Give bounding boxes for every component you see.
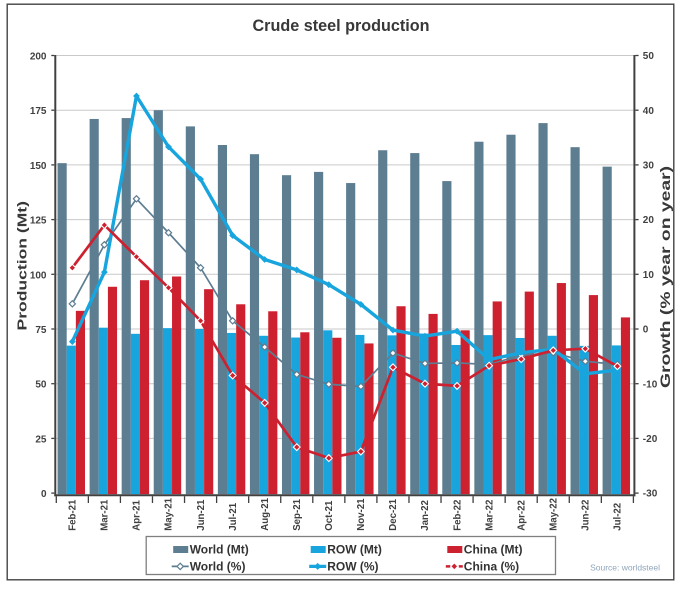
svg-text:World (Mt): World (Mt) bbox=[190, 543, 249, 557]
svg-text:Apr-21: Apr-21 bbox=[132, 500, 143, 531]
svg-text:Nov-21: Nov-21 bbox=[356, 498, 367, 531]
svg-text:ROW (Mt): ROW (Mt) bbox=[327, 543, 382, 557]
svg-text:25: 25 bbox=[35, 434, 47, 445]
svg-text:100: 100 bbox=[30, 270, 47, 281]
svg-text:May-22: May-22 bbox=[548, 498, 559, 531]
svg-text:30: 30 bbox=[643, 161, 655, 172]
svg-text:China (%): China (%) bbox=[464, 560, 519, 574]
svg-text:Dec-21: Dec-21 bbox=[388, 498, 399, 530]
svg-text:Production (Mt): Production (Mt) bbox=[15, 201, 30, 331]
svg-text:50: 50 bbox=[35, 380, 47, 391]
svg-text:200: 200 bbox=[30, 52, 47, 63]
svg-text:China (Mt): China (Mt) bbox=[464, 543, 523, 557]
svg-text:10: 10 bbox=[643, 270, 655, 281]
svg-text:ROW (%): ROW (%) bbox=[327, 560, 378, 574]
svg-text:Jul-21: Jul-21 bbox=[228, 502, 239, 531]
svg-text:Mar-21: Mar-21 bbox=[100, 499, 111, 531]
svg-text:-10: -10 bbox=[643, 379, 658, 390]
svg-text:0: 0 bbox=[41, 489, 47, 500]
svg-text:175: 175 bbox=[30, 106, 47, 117]
svg-text:World (%): World (%) bbox=[190, 560, 246, 574]
svg-text:Sep-21: Sep-21 bbox=[292, 498, 303, 530]
svg-text:-30: -30 bbox=[643, 489, 658, 500]
svg-text:Apr-22: Apr-22 bbox=[516, 500, 527, 531]
svg-text:Feb-21: Feb-21 bbox=[68, 499, 79, 531]
svg-text:Source: worldsteel: Source: worldsteel bbox=[590, 563, 660, 573]
svg-text:75: 75 bbox=[35, 325, 47, 336]
svg-text:Growth (% year on year): Growth (% year on year) bbox=[658, 166, 673, 388]
svg-text:40: 40 bbox=[643, 106, 655, 117]
svg-text:Jul-22: Jul-22 bbox=[613, 503, 624, 531]
svg-text:125: 125 bbox=[30, 216, 47, 227]
svg-text:150: 150 bbox=[30, 161, 47, 172]
svg-text:Jun-22: Jun-22 bbox=[581, 500, 592, 531]
svg-text:50: 50 bbox=[643, 51, 655, 62]
svg-text:Mar-22: Mar-22 bbox=[484, 500, 495, 531]
svg-text:Jun-21: Jun-21 bbox=[196, 499, 207, 531]
svg-text:May-21: May-21 bbox=[164, 497, 175, 530]
svg-text:Jan-22: Jan-22 bbox=[420, 500, 431, 531]
svg-text:-20: -20 bbox=[643, 434, 658, 445]
svg-text:Feb-22: Feb-22 bbox=[452, 500, 463, 531]
svg-text:Aug-21: Aug-21 bbox=[260, 497, 271, 530]
svg-text:Crude steel production: Crude steel production bbox=[253, 16, 430, 35]
svg-text:Oct-21: Oct-21 bbox=[324, 500, 335, 531]
svg-text:0: 0 bbox=[643, 325, 649, 336]
svg-text:20: 20 bbox=[643, 215, 655, 226]
